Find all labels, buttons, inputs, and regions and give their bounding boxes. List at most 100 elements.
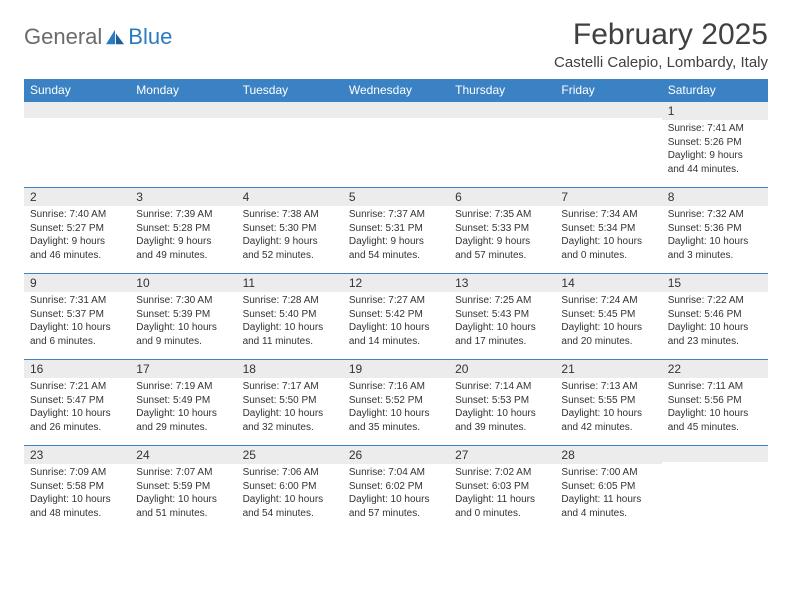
calendar-day-cell: 18Sunrise: 7:17 AMSunset: 5:50 PMDayligh… (237, 360, 343, 446)
sunset-text: Sunset: 5:39 PM (136, 308, 230, 322)
day-content: Sunrise: 7:35 AMSunset: 5:33 PMDaylight:… (449, 206, 555, 266)
day-content: Sunrise: 7:07 AMSunset: 5:59 PMDaylight:… (130, 464, 236, 524)
daylight-text: Daylight: 9 hours and 46 minutes. (30, 235, 124, 262)
daylight-text: Daylight: 10 hours and 23 minutes. (668, 321, 762, 348)
daylight-text: Daylight: 11 hours and 0 minutes. (455, 493, 549, 520)
calendar-table: Sunday Monday Tuesday Wednesday Thursday… (24, 79, 768, 532)
daylight-text: Daylight: 10 hours and 32 minutes. (243, 407, 337, 434)
sunrise-text: Sunrise: 7:22 AM (668, 294, 762, 308)
sunrise-text: Sunrise: 7:41 AM (668, 122, 762, 136)
daylight-text: Daylight: 9 hours and 52 minutes. (243, 235, 337, 262)
brand-text-blue: Blue (128, 24, 172, 50)
day-number: 17 (130, 360, 236, 378)
weekday-header: Wednesday (343, 79, 449, 102)
day-number: 5 (343, 188, 449, 206)
daylight-text: Daylight: 10 hours and 45 minutes. (668, 407, 762, 434)
daylight-text: Daylight: 10 hours and 3 minutes. (668, 235, 762, 262)
title-block: February 2025 Castelli Calepio, Lombardy… (554, 18, 768, 71)
calendar-day-cell (662, 446, 768, 532)
day-number: 21 (555, 360, 661, 378)
day-number: 20 (449, 360, 555, 378)
sunset-text: Sunset: 6:03 PM (455, 480, 549, 494)
calendar-day-cell: 17Sunrise: 7:19 AMSunset: 5:49 PMDayligh… (130, 360, 236, 446)
day-content: Sunrise: 7:00 AMSunset: 6:05 PMDaylight:… (555, 464, 661, 524)
day-number: 14 (555, 274, 661, 292)
calendar-day-cell (555, 102, 661, 188)
calendar-day-cell: 14Sunrise: 7:24 AMSunset: 5:45 PMDayligh… (555, 274, 661, 360)
sunset-text: Sunset: 5:27 PM (30, 222, 124, 236)
day-content: Sunrise: 7:24 AMSunset: 5:45 PMDaylight:… (555, 292, 661, 352)
daylight-text: Daylight: 10 hours and 57 minutes. (349, 493, 443, 520)
calendar-day-cell (343, 102, 449, 188)
sunrise-text: Sunrise: 7:37 AM (349, 208, 443, 222)
calendar-day-cell: 2Sunrise: 7:40 AMSunset: 5:27 PMDaylight… (24, 188, 130, 274)
sunrise-text: Sunrise: 7:30 AM (136, 294, 230, 308)
sunset-text: Sunset: 5:46 PM (668, 308, 762, 322)
day-content: Sunrise: 7:30 AMSunset: 5:39 PMDaylight:… (130, 292, 236, 352)
day-number: 8 (662, 188, 768, 206)
day-content: Sunrise: 7:40 AMSunset: 5:27 PMDaylight:… (24, 206, 130, 266)
sunset-text: Sunset: 5:36 PM (668, 222, 762, 236)
daylight-text: Daylight: 10 hours and 14 minutes. (349, 321, 443, 348)
sunset-text: Sunset: 5:31 PM (349, 222, 443, 236)
day-number (237, 102, 343, 118)
weekday-header: Sunday (24, 79, 130, 102)
day-content: Sunrise: 7:19 AMSunset: 5:49 PMDaylight:… (130, 378, 236, 438)
weekday-header-row: Sunday Monday Tuesday Wednesday Thursday… (24, 79, 768, 102)
sunset-text: Sunset: 5:56 PM (668, 394, 762, 408)
day-content: Sunrise: 7:06 AMSunset: 6:00 PMDaylight:… (237, 464, 343, 524)
sunset-text: Sunset: 5:47 PM (30, 394, 124, 408)
sunrise-text: Sunrise: 7:11 AM (668, 380, 762, 394)
day-number (555, 102, 661, 118)
day-content: Sunrise: 7:28 AMSunset: 5:40 PMDaylight:… (237, 292, 343, 352)
sunset-text: Sunset: 5:43 PM (455, 308, 549, 322)
day-number (130, 102, 236, 118)
day-number: 10 (130, 274, 236, 292)
calendar-day-cell: 1Sunrise: 7:41 AMSunset: 5:26 PMDaylight… (662, 102, 768, 188)
day-content: Sunrise: 7:21 AMSunset: 5:47 PMDaylight:… (24, 378, 130, 438)
day-number: 12 (343, 274, 449, 292)
weekday-header: Saturday (662, 79, 768, 102)
day-content: Sunrise: 7:04 AMSunset: 6:02 PMDaylight:… (343, 464, 449, 524)
sunrise-text: Sunrise: 7:02 AM (455, 466, 549, 480)
weekday-header: Friday (555, 79, 661, 102)
day-number: 27 (449, 446, 555, 464)
calendar-day-cell: 10Sunrise: 7:30 AMSunset: 5:39 PMDayligh… (130, 274, 236, 360)
sunrise-text: Sunrise: 7:25 AM (455, 294, 549, 308)
day-content: Sunrise: 7:27 AMSunset: 5:42 PMDaylight:… (343, 292, 449, 352)
sunset-text: Sunset: 5:30 PM (243, 222, 337, 236)
calendar-day-cell: 24Sunrise: 7:07 AMSunset: 5:59 PMDayligh… (130, 446, 236, 532)
daylight-text: Daylight: 10 hours and 29 minutes. (136, 407, 230, 434)
sunset-text: Sunset: 5:53 PM (455, 394, 549, 408)
calendar-day-cell: 9Sunrise: 7:31 AMSunset: 5:37 PMDaylight… (24, 274, 130, 360)
day-number (343, 102, 449, 118)
day-content: Sunrise: 7:16 AMSunset: 5:52 PMDaylight:… (343, 378, 449, 438)
sunset-text: Sunset: 5:28 PM (136, 222, 230, 236)
daylight-text: Daylight: 10 hours and 54 minutes. (243, 493, 337, 520)
day-number: 18 (237, 360, 343, 378)
day-number: 26 (343, 446, 449, 464)
day-number: 3 (130, 188, 236, 206)
day-content: Sunrise: 7:41 AMSunset: 5:26 PMDaylight:… (662, 120, 768, 180)
day-content: Sunrise: 7:31 AMSunset: 5:37 PMDaylight:… (24, 292, 130, 352)
sunrise-text: Sunrise: 7:39 AM (136, 208, 230, 222)
sunrise-text: Sunrise: 7:31 AM (30, 294, 124, 308)
calendar-day-cell: 6Sunrise: 7:35 AMSunset: 5:33 PMDaylight… (449, 188, 555, 274)
day-number: 23 (24, 446, 130, 464)
sunset-text: Sunset: 6:05 PM (561, 480, 655, 494)
daylight-text: Daylight: 10 hours and 35 minutes. (349, 407, 443, 434)
sunset-text: Sunset: 5:33 PM (455, 222, 549, 236)
calendar-week-row: 23Sunrise: 7:09 AMSunset: 5:58 PMDayligh… (24, 446, 768, 532)
sunrise-text: Sunrise: 7:21 AM (30, 380, 124, 394)
calendar-week-row: 2Sunrise: 7:40 AMSunset: 5:27 PMDaylight… (24, 188, 768, 274)
sunrise-text: Sunrise: 7:06 AM (243, 466, 337, 480)
daylight-text: Daylight: 10 hours and 0 minutes. (561, 235, 655, 262)
day-content: Sunrise: 7:37 AMSunset: 5:31 PMDaylight:… (343, 206, 449, 266)
sunrise-text: Sunrise: 7:00 AM (561, 466, 655, 480)
daylight-text: Daylight: 10 hours and 26 minutes. (30, 407, 124, 434)
sunset-text: Sunset: 5:50 PM (243, 394, 337, 408)
calendar-day-cell: 4Sunrise: 7:38 AMSunset: 5:30 PMDaylight… (237, 188, 343, 274)
calendar-day-cell (449, 102, 555, 188)
daylight-text: Daylight: 10 hours and 17 minutes. (455, 321, 549, 348)
calendar-day-cell: 20Sunrise: 7:14 AMSunset: 5:53 PMDayligh… (449, 360, 555, 446)
